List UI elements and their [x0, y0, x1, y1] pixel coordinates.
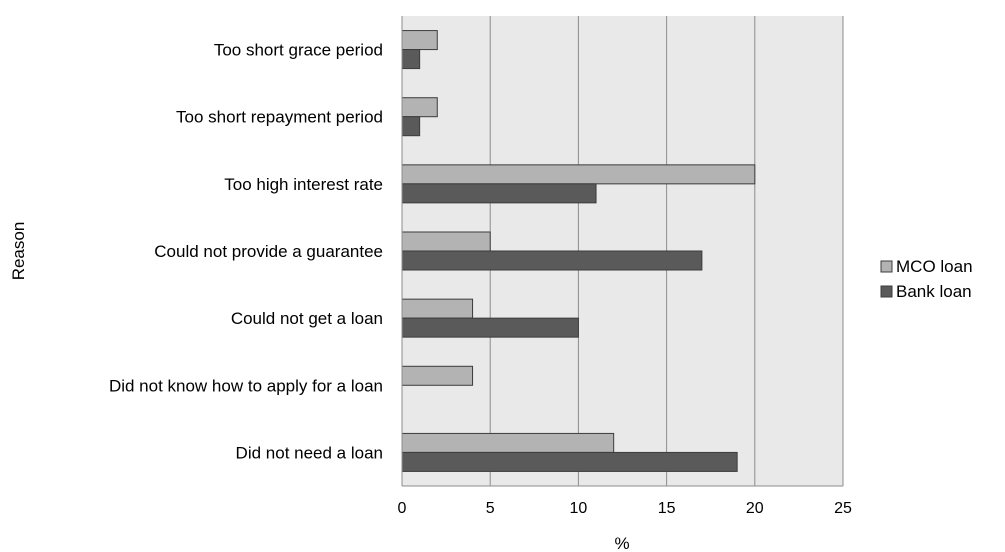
bar-bank-1	[401, 116, 421, 137]
category-label: Could not get a loan	[231, 309, 383, 328]
legend-swatch-mco	[880, 260, 893, 273]
x-tick-label: 25	[834, 500, 852, 517]
legend: MCO loan Bank loan	[880, 257, 973, 301]
bar-mco-3	[401, 231, 491, 252]
legend-label-bank: Bank loan	[896, 282, 972, 301]
x-tick-label: 20	[746, 500, 764, 517]
category-label: Did not need a loan	[236, 443, 383, 462]
legend-swatch-bank	[880, 285, 893, 298]
bar-bank-6	[401, 451, 738, 472]
bar-mco-5	[401, 365, 474, 386]
x-tick-label: 10	[570, 500, 588, 517]
category-label: Did not know how to apply for a loan	[109, 376, 383, 395]
bar-mco-4	[401, 298, 474, 319]
category-labels: Too short grace period Too short repaymen…	[109, 41, 383, 463]
x-tick-label: 5	[486, 500, 495, 517]
bar-bank-0	[401, 49, 421, 70]
bar-mco-0	[401, 30, 438, 51]
y-axis-title: Reason	[9, 222, 28, 281]
category-label: Could not provide a guarantee	[154, 242, 383, 261]
bar-bank-3	[401, 250, 703, 271]
bar-mco-2	[401, 164, 756, 185]
bar-mco-1	[401, 97, 438, 118]
x-tick-label: 0	[398, 500, 407, 517]
bar-bank-4	[401, 317, 579, 338]
category-label: Too high interest rate	[224, 175, 383, 194]
x-tick-label: 15	[658, 500, 676, 517]
bar-bank-2	[401, 183, 597, 204]
bar-mco-6	[401, 432, 615, 453]
bars	[401, 30, 756, 472]
x-tick-labels: 0 5 10 15 20 25	[398, 500, 852, 517]
category-label: Too short grace period	[214, 41, 383, 60]
legend-label-mco: MCO loan	[896, 257, 973, 276]
category-label: Too short repayment period	[176, 108, 383, 127]
x-axis-title: %	[614, 534, 629, 552]
